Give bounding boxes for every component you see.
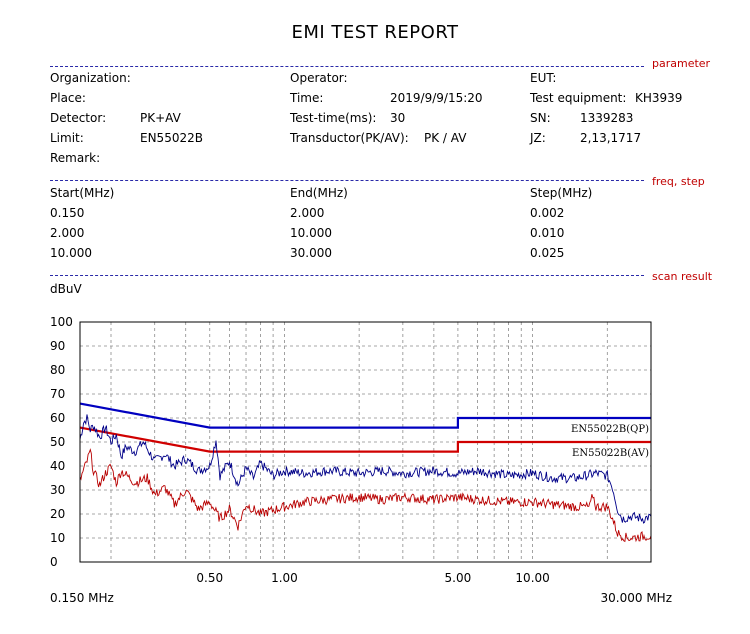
x-tick-label: 10.00 <box>515 571 549 585</box>
limit-line-av <box>79 426 651 453</box>
freq-row-1-step: 0.002 <box>530 206 565 220</box>
plot-frame <box>79 321 652 563</box>
transductor-value: PK / AV <box>424 131 467 145</box>
freq-row-2-end: 10.000 <box>290 226 332 240</box>
y-tick-label: 80 <box>50 363 65 377</box>
freq-row-1-start: 0.150 <box>50 206 85 220</box>
x-tick-label: 1.00 <box>271 571 298 585</box>
sn-value: 1339283 <box>580 111 634 125</box>
section-label-freq-step: freq, step <box>652 175 705 188</box>
remark-label: Remark: <box>50 151 101 165</box>
freq-row-3-step: 0.025 <box>530 246 565 260</box>
test-time-label: Test-time(ms): <box>290 111 377 125</box>
limit-value: EN55022B <box>140 131 203 145</box>
y-tick-label: 10 <box>50 531 65 545</box>
limit-label: Limit: <box>50 131 84 145</box>
operator-label: Operator: <box>290 71 348 85</box>
freq-header-step: Step(MHz) <box>530 186 593 200</box>
freq-row-1-end: 2.000 <box>290 206 325 220</box>
section-divider <box>50 275 644 276</box>
freq-row-3-start: 10.000 <box>50 246 92 260</box>
y-tick-label: 50 <box>50 435 65 449</box>
time-value: 2019/9/9/15:20 <box>390 91 483 105</box>
test-time-value: 30 <box>390 111 406 125</box>
place-label: Place: <box>50 91 86 105</box>
freq-row-2-step: 0.010 <box>530 226 565 240</box>
y-axis-unit-label: dBuV <box>50 282 82 296</box>
y-tick-label: 70 <box>50 387 65 401</box>
freq-row-3-end: 30.000 <box>290 246 332 260</box>
limit-label-av: EN55022B(AV) <box>572 448 649 459</box>
section-label-scan-result: scan result <box>652 270 713 283</box>
report-title: EMI TEST REPORT <box>291 22 459 43</box>
freq-row-2-start: 2.000 <box>50 226 85 240</box>
equipment-label: Test equipment: <box>530 91 627 105</box>
equipment-value: KH3939 <box>635 91 683 105</box>
section-divider <box>50 180 644 181</box>
transductor-label: Transductor(PK/AV): <box>290 131 409 145</box>
y-tick-label: 20 <box>50 507 65 521</box>
detector-label: Detector: <box>50 111 107 125</box>
freq-header-end: End(MHz) <box>290 186 348 200</box>
eut-label: EUT: <box>530 71 557 85</box>
x-end-label: 30.000 MHz <box>601 591 672 605</box>
trace-pk <box>79 414 652 524</box>
organization-label: Organization: <box>50 71 131 85</box>
limit-label-qp: EN55022B(QP) <box>571 424 649 435</box>
jz-value: 2,13,1717 <box>580 131 642 145</box>
x-tick-label: 5.00 <box>445 571 472 585</box>
y-tick-label: 0 <box>50 555 58 569</box>
y-tick-label: 30 <box>50 483 65 497</box>
freq-header-start: Start(MHz) <box>50 186 115 200</box>
y-tick-label: 90 <box>50 339 65 353</box>
y-tick-label: 60 <box>50 411 65 425</box>
time-label: Time: <box>290 91 324 105</box>
section-label-parameter: parameter <box>652 57 711 70</box>
x-tick-label: 0.50 <box>196 571 223 585</box>
y-tick-label: 40 <box>50 459 65 473</box>
sn-label: SN: <box>530 111 551 125</box>
section-divider <box>50 66 644 67</box>
trace-av <box>79 448 652 543</box>
x-start-label: 0.150 MHz <box>50 591 114 605</box>
y-tick-label: 100 <box>50 315 73 329</box>
detector-value: PK+AV <box>140 111 181 125</box>
limit-line-qp <box>79 402 651 429</box>
jz-label: JZ: <box>530 131 546 145</box>
